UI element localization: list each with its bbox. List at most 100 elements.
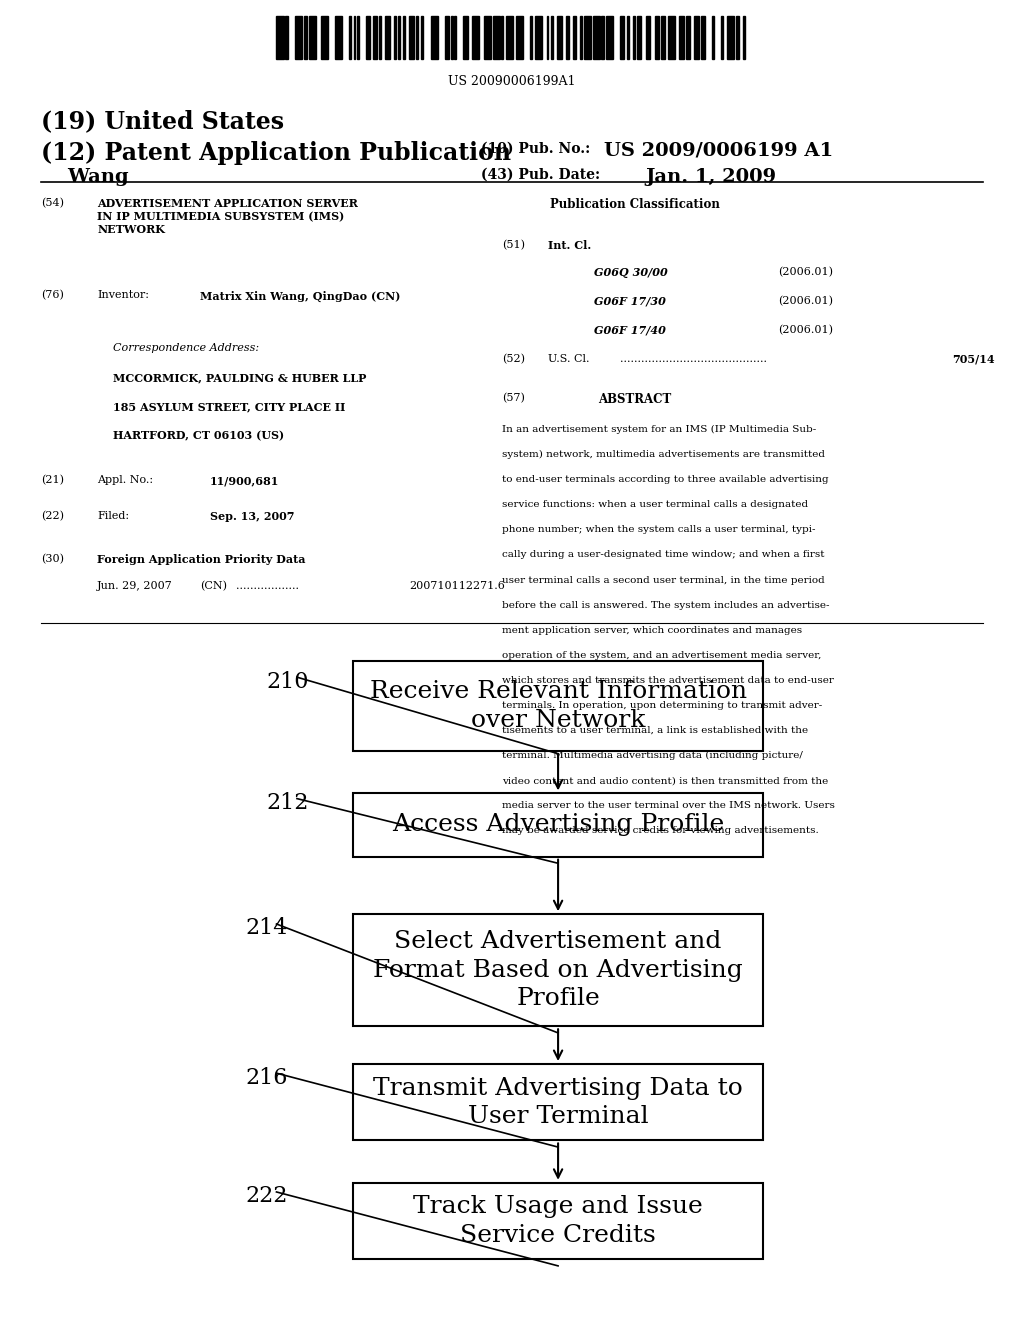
Text: ADVERTISEMENT APPLICATION SERVER
IN IP MULTIMEDIA SUBSYSTEM (IMS)
NETWORK: ADVERTISEMENT APPLICATION SERVER IN IP M…	[97, 198, 358, 235]
Bar	[606, 16, 613, 59]
Bar	[551, 16, 553, 59]
Text: Publication Classification: Publication Classification	[550, 198, 720, 211]
Text: to end-user terminals according to three available advertising: to end-user terminals according to three…	[502, 475, 828, 484]
Text: which stores and transmits the advertisement data to end-user: which stores and transmits the advertise…	[502, 676, 834, 685]
Text: 214: 214	[246, 917, 288, 940]
Text: US 20090006199A1: US 20090006199A1	[449, 75, 575, 88]
Text: (51): (51)	[502, 240, 524, 251]
Text: may be awarded service credits for viewing advertisements.: may be awarded service credits for viewi…	[502, 826, 818, 836]
Text: Correspondence Address:: Correspondence Address:	[113, 343, 259, 354]
Text: (12) Patent Application Publication: (12) Patent Application Publication	[41, 141, 511, 165]
Bar	[483, 16, 490, 59]
FancyBboxPatch shape	[353, 913, 763, 1027]
Text: G06F 17/40: G06F 17/40	[594, 325, 666, 335]
Text: Jun. 29, 2007: Jun. 29, 2007	[97, 581, 173, 591]
Text: Sep. 13, 2007: Sep. 13, 2007	[210, 511, 295, 521]
Bar	[557, 16, 561, 59]
Text: (30): (30)	[41, 554, 63, 565]
Bar	[593, 16, 600, 59]
Bar	[646, 16, 650, 59]
Bar	[573, 16, 575, 59]
Text: Inventor:: Inventor:	[97, 290, 150, 301]
Text: 200710112271.6: 200710112271.6	[410, 581, 506, 591]
Text: In an advertisement system for an IMS (IP Multimedia Sub-: In an advertisement system for an IMS (I…	[502, 425, 816, 434]
FancyBboxPatch shape	[353, 1183, 763, 1259]
Text: terminals. In operation, upon determining to transmit adver-: terminals. In operation, upon determinin…	[502, 701, 822, 710]
Bar	[506, 16, 513, 59]
Text: (54): (54)	[41, 198, 63, 209]
Text: (19) United States: (19) United States	[41, 110, 284, 133]
Bar	[321, 16, 328, 59]
Bar	[679, 16, 684, 59]
Text: 216: 216	[246, 1067, 288, 1089]
Text: (21): (21)	[41, 475, 63, 486]
Text: service functions: when a user terminal calls a designated: service functions: when a user terminal …	[502, 500, 808, 510]
Bar	[410, 16, 414, 59]
Bar	[403, 16, 404, 59]
Bar	[304, 16, 306, 59]
Text: Filed:: Filed:	[97, 511, 129, 521]
Text: cally during a user-designated time window; and when a first: cally during a user-designated time wind…	[502, 550, 824, 560]
Bar	[394, 16, 396, 59]
Bar	[357, 16, 358, 59]
Text: 705/14: 705/14	[952, 354, 995, 364]
Text: 185 ASYLUM STREET, CITY PLACE II: 185 ASYLUM STREET, CITY PLACE II	[113, 401, 345, 412]
Bar	[736, 16, 738, 59]
FancyBboxPatch shape	[353, 661, 763, 751]
Bar	[502, 16, 503, 59]
Bar	[286, 16, 288, 59]
Text: ment application server, which coordinates and manages: ment application server, which coordinat…	[502, 626, 802, 635]
Bar	[727, 16, 734, 59]
Bar	[515, 16, 522, 59]
Text: Transmit Advertising Data to
User Terminal: Transmit Advertising Data to User Termin…	[373, 1077, 743, 1127]
Text: Jan. 1, 2009: Jan. 1, 2009	[645, 168, 776, 186]
Bar	[373, 16, 378, 59]
Text: G06Q 30/00: G06Q 30/00	[594, 267, 668, 277]
Bar	[584, 16, 591, 59]
Bar	[581, 16, 582, 59]
Bar	[743, 16, 744, 59]
Bar	[721, 16, 723, 59]
Bar	[385, 16, 390, 59]
Bar	[379, 16, 381, 59]
Text: (76): (76)	[41, 290, 63, 301]
Text: Access Advertising Profile: Access Advertising Profile	[392, 813, 724, 837]
Text: Track Usage and Issue
Service Credits: Track Usage and Issue Service Credits	[414, 1196, 702, 1246]
Bar	[493, 16, 500, 59]
Text: ..................: ..................	[236, 581, 299, 591]
Text: (22): (22)	[41, 511, 63, 521]
Text: 222: 222	[246, 1185, 288, 1208]
Text: before the call is answered. The system includes an advertise-: before the call is answered. The system …	[502, 601, 829, 610]
Text: HARTFORD, CT 06103 (US): HARTFORD, CT 06103 (US)	[113, 430, 284, 441]
Text: Wang: Wang	[41, 168, 129, 186]
Bar	[529, 16, 532, 59]
Text: Select Advertisement and
Format Based on Advertising
Profile: Select Advertisement and Format Based on…	[373, 931, 743, 1010]
Bar	[397, 16, 400, 59]
Bar	[685, 16, 690, 59]
Bar	[455, 16, 457, 59]
Text: operation of the system, and an advertisement media server,: operation of the system, and an advertis…	[502, 651, 821, 660]
Text: ..........................................: ........................................…	[620, 354, 767, 364]
Text: 210: 210	[266, 671, 309, 693]
Bar	[417, 16, 418, 59]
Bar	[295, 16, 302, 59]
Bar	[535, 16, 542, 59]
Bar	[335, 16, 342, 59]
Bar	[633, 16, 635, 59]
Text: U.S. Cl.: U.S. Cl.	[548, 354, 590, 364]
Bar	[654, 16, 659, 59]
Text: terminal. Multimedia advertising data (including picture/: terminal. Multimedia advertising data (i…	[502, 751, 803, 760]
Bar	[349, 16, 351, 59]
Bar	[472, 16, 479, 59]
Bar	[353, 16, 355, 59]
Text: (CN): (CN)	[200, 581, 226, 591]
FancyBboxPatch shape	[353, 1064, 763, 1140]
Bar	[430, 16, 437, 59]
Text: user terminal calls a second user terminal, in the time period: user terminal calls a second user termin…	[502, 576, 824, 585]
Text: Appl. No.:: Appl. No.:	[97, 475, 154, 486]
Text: (43) Pub. Date:: (43) Pub. Date:	[481, 168, 600, 182]
Bar	[637, 16, 641, 59]
Text: (10) Pub. No.:: (10) Pub. No.:	[481, 141, 591, 156]
Text: Int. Cl.: Int. Cl.	[548, 240, 591, 251]
Bar	[712, 16, 714, 59]
